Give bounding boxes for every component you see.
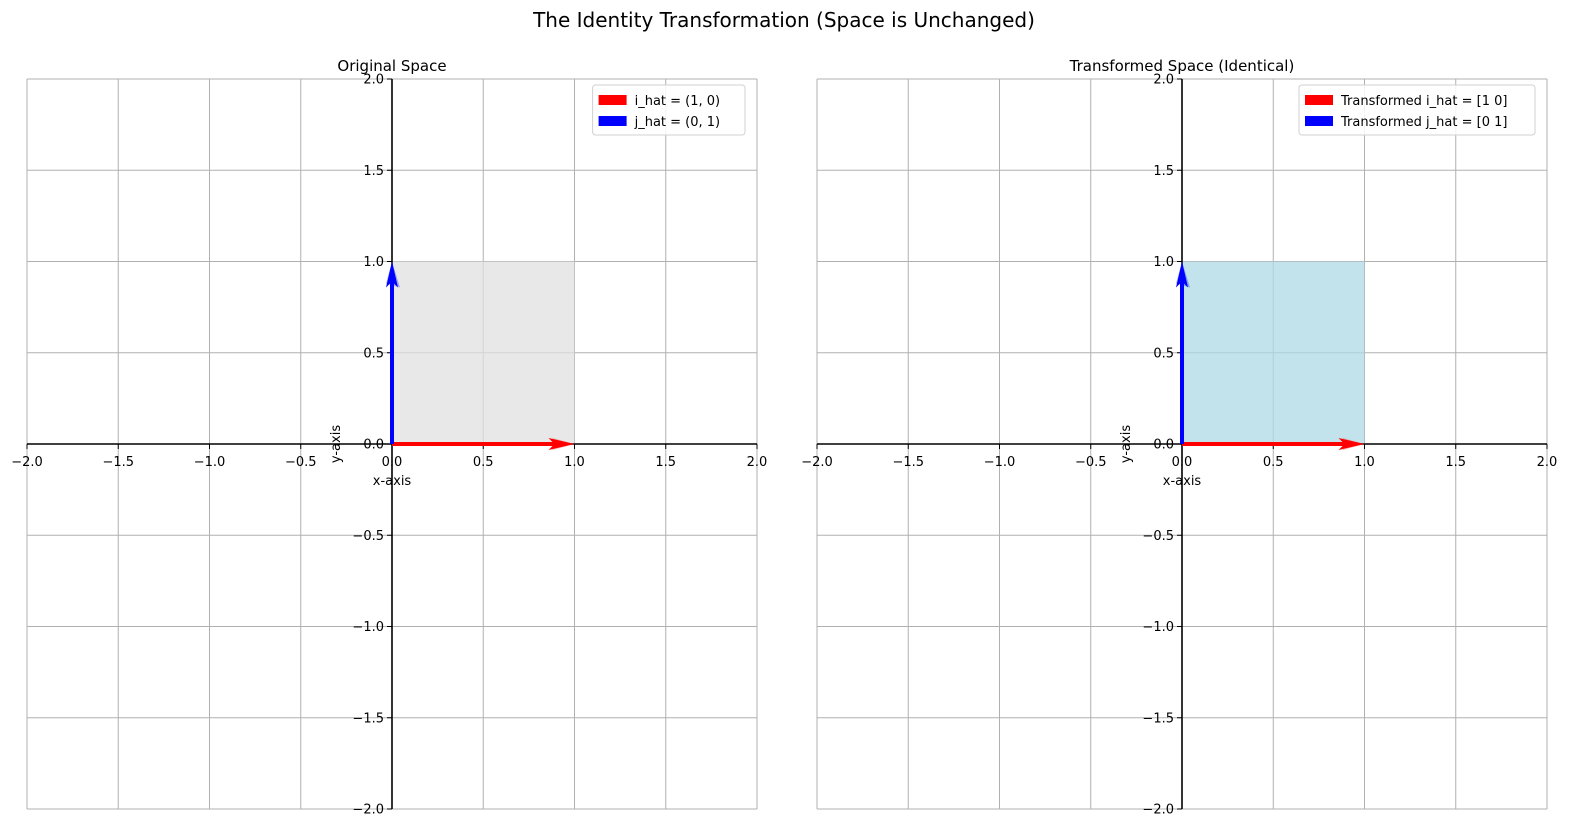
legend-swatch [1305,116,1333,126]
x-tick-label: −2.0 [11,455,43,470]
legend-swatch [1305,95,1333,105]
i-hat-vector [1182,438,1365,450]
x-tick-label: 1.0 [564,455,585,470]
vector-head [386,261,398,288]
legend: i_hat = (1, 0) j_hat = (0, 1) [592,84,746,136]
x-tick-label: 1.5 [1445,455,1466,470]
y-tick-label: −1.5 [352,711,384,726]
unit-square [392,261,575,444]
figure-title: The Identity Transformation (Space is Un… [532,8,1035,32]
vector-head [1338,438,1365,450]
unit-square [1182,261,1365,444]
x-tick-label: −2.0 [801,455,833,470]
legend-entry: j_hat = (0, 1) [634,115,721,130]
j-hat-vector [386,261,398,444]
y-tick-label: 1.5 [363,164,384,179]
legend-box [1298,84,1536,136]
legend-swatch [598,95,627,105]
x-tick-label: 1.0 [1354,455,1375,470]
y-tick-label: −0.5 [1142,529,1174,544]
x-tick-label: −1.0 [194,455,226,470]
y-tick-label: 1.0 [363,255,384,270]
vector-shaft [1182,442,1345,446]
x-axis-label: x-axis [1163,474,1202,489]
legend-entry: Transformed i_hat = [1 0] [1340,94,1507,109]
vector-shaft [390,281,394,444]
x-tick-label: 2.0 [1537,455,1558,470]
y-tick-label: −1.0 [1142,620,1174,635]
j-hat-vector [1176,261,1188,444]
vector-head [548,438,575,450]
transformed-space-panel: −2.0 −1.5 −1.0 −0.5 0.0 0.5 1.0 1.5 2.0 −2.0 −1.5 −… [801,57,1557,818]
legend-entry: i_hat = (1, 0) [635,94,721,109]
x-tick-label: 0.5 [473,455,494,470]
x-tick-label: −1.0 [984,455,1016,470]
y-tick-label: 1.5 [1153,164,1174,179]
legend-entry: Transformed j_hat = [0 1] [1340,115,1507,130]
x-tick-label: −0.5 [1075,455,1107,470]
original-space-panel: −2.0 −1.5 −1.0 −0.5 0.0 0.5 1.0 1.5 2.0 −2.0 −1.5 −… [11,57,767,818]
legend: Transformed i_hat = [1 0] Transformed j_h… [1298,84,1536,136]
vector-shaft [1180,281,1184,444]
x-axis-label: x-axis [373,474,412,489]
y-tick-label: 0.0 [1153,438,1174,453]
y-tick-label: 0.0 [363,438,384,453]
x-tick-label: 2.0 [747,455,768,470]
x-tick-label: 0.0 [382,455,403,470]
x-tick-label: 1.5 [655,455,676,470]
y-tick-label: −0.5 [352,529,384,544]
x-tick-label: −0.5 [285,455,317,470]
x-tick-label: −1.5 [892,455,924,470]
y-tick-label: 0.5 [1153,346,1174,361]
vector-head [1176,261,1188,288]
y-axis-label: y-axis [1119,425,1134,463]
y-tick-label: 0.5 [363,346,384,361]
legend-swatch [598,116,627,126]
x-tick-label: 0.0 [1172,455,1193,470]
vector-shaft [392,442,555,446]
x-tick-label: −1.5 [102,455,134,470]
y-tick-label: 1.0 [1153,255,1174,270]
y-tick-label: −2.0 [352,803,384,818]
y-tick-label: −2.0 [1142,803,1174,818]
i-hat-vector [392,438,575,450]
y-tick-label: 2.0 [1153,73,1174,88]
y-tick-label: −1.0 [352,620,384,635]
y-axis-label: y-axis [329,425,344,463]
y-tick-label: −1.5 [1142,711,1174,726]
x-tick-label: 0.5 [1263,455,1284,470]
y-tick-label: 2.0 [363,73,384,88]
legend-box [592,84,746,136]
panel-title: Transformed Space (Identical) [1069,57,1295,75]
panel-title: Original Space [337,57,446,75]
